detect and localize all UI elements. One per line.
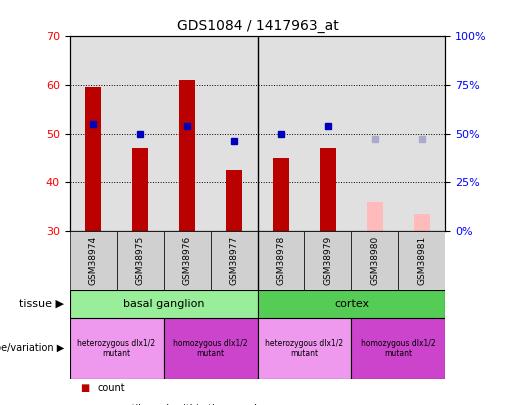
Text: GSM38981: GSM38981 [418, 236, 426, 285]
Title: GDS1084 / 1417963_at: GDS1084 / 1417963_at [177, 19, 338, 33]
FancyBboxPatch shape [258, 318, 352, 379]
Bar [132, 148, 148, 231]
FancyBboxPatch shape [258, 231, 304, 290]
FancyBboxPatch shape [211, 231, 258, 290]
FancyBboxPatch shape [70, 318, 164, 379]
Text: cortex: cortex [334, 299, 369, 309]
FancyBboxPatch shape [352, 231, 399, 290]
Text: GSM38978: GSM38978 [277, 236, 285, 285]
Text: GSM38977: GSM38977 [230, 236, 238, 285]
Text: GSM38974: GSM38974 [89, 236, 97, 285]
Text: homozygous dlx1/2
mutant: homozygous dlx1/2 mutant [173, 339, 248, 358]
FancyBboxPatch shape [258, 290, 445, 318]
FancyBboxPatch shape [164, 231, 211, 290]
Bar [320, 148, 336, 231]
Text: ■: ■ [80, 383, 89, 393]
FancyBboxPatch shape [116, 231, 164, 290]
Bar [85, 87, 101, 231]
Text: heterozygous dlx1/2
mutant: heterozygous dlx1/2 mutant [265, 339, 344, 358]
Text: heterozygous dlx1/2
mutant: heterozygous dlx1/2 mutant [77, 339, 156, 358]
Text: GSM38976: GSM38976 [182, 236, 192, 285]
Text: genotype/variation ▶: genotype/variation ▶ [0, 343, 64, 353]
FancyBboxPatch shape [70, 290, 258, 318]
Text: homozygous dlx1/2
mutant: homozygous dlx1/2 mutant [361, 339, 436, 358]
Bar [226, 170, 242, 231]
Text: GSM38975: GSM38975 [135, 236, 145, 285]
Text: basal ganglion: basal ganglion [123, 299, 204, 309]
Text: ■: ■ [80, 404, 89, 405]
FancyBboxPatch shape [70, 231, 116, 290]
Bar [179, 80, 195, 231]
Bar [273, 158, 289, 231]
Text: GSM38979: GSM38979 [323, 236, 333, 285]
Text: GSM38980: GSM38980 [370, 236, 380, 285]
FancyBboxPatch shape [352, 318, 445, 379]
Text: count: count [98, 383, 126, 393]
Bar [414, 214, 430, 231]
Text: percentile rank within the sample: percentile rank within the sample [98, 404, 263, 405]
Bar [367, 202, 383, 231]
Text: tissue ▶: tissue ▶ [20, 299, 64, 309]
FancyBboxPatch shape [399, 231, 445, 290]
FancyBboxPatch shape [304, 231, 352, 290]
FancyBboxPatch shape [164, 318, 258, 379]
